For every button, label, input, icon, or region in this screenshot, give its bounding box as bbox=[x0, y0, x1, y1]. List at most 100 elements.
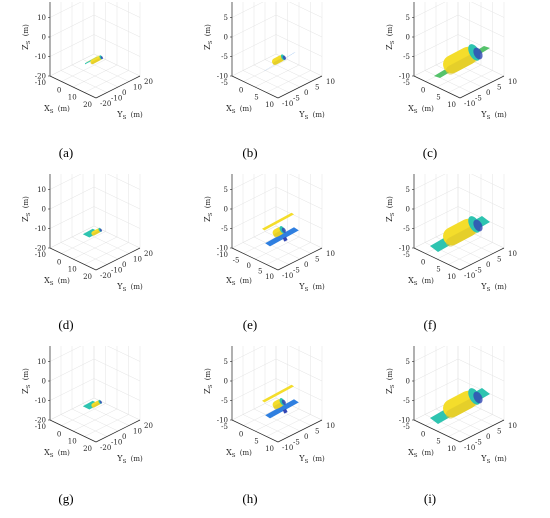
x-axis-title-sub: S bbox=[50, 109, 54, 115]
z-tick-label: -10 bbox=[35, 397, 46, 405]
spacecraft-model bbox=[82, 399, 103, 410]
model-body-nozzle bbox=[282, 55, 287, 60]
y-tick-label: 0 bbox=[486, 89, 490, 97]
y-axis-line bbox=[95, 75, 141, 99]
model-body bbox=[443, 216, 483, 247]
model-body-shade bbox=[92, 402, 101, 408]
y-axis-line bbox=[277, 247, 323, 271]
grid-line bbox=[264, 403, 312, 426]
x-axis-title-unit: (m) bbox=[56, 105, 71, 113]
spacecraft-model bbox=[430, 216, 490, 252]
x-tick-label: 10 bbox=[68, 266, 77, 274]
model-panel-upper bbox=[262, 384, 294, 403]
grid-line bbox=[82, 59, 130, 82]
spacecraft-model bbox=[262, 384, 299, 419]
x-axis-title: XS (m) bbox=[44, 276, 70, 287]
z-tick-label: 5 bbox=[406, 14, 410, 22]
panel-caption: (d) bbox=[58, 317, 74, 332]
grid-line bbox=[289, 174, 323, 190]
panel-caption: (i) bbox=[423, 491, 437, 506]
model-body bbox=[272, 226, 286, 238]
z-tick-label: 10 bbox=[401, 346, 410, 347]
z-tick-label: 20 bbox=[37, 2, 46, 3]
y-axis-title: YS (m) bbox=[298, 454, 325, 465]
grid-line bbox=[471, 346, 505, 362]
x-axis-line bbox=[231, 247, 279, 271]
z-axis-title: ZS (m) bbox=[203, 368, 214, 394]
model-panel-lower bbox=[265, 227, 299, 247]
x-tick-label: 10 bbox=[447, 445, 456, 453]
z-tick-label: 20 bbox=[37, 174, 46, 175]
y-tick-label: -10 bbox=[282, 100, 293, 108]
model-body-nozzle bbox=[473, 219, 483, 232]
z-axis-title-sub: S bbox=[26, 40, 32, 44]
z-tick-label: 0 bbox=[224, 378, 228, 386]
z-tick-label: -5 bbox=[403, 53, 410, 61]
spacecraft-model bbox=[434, 44, 490, 78]
y-tick-label: 10 bbox=[133, 256, 142, 264]
y-axis-line bbox=[95, 419, 141, 443]
grid-line bbox=[231, 397, 277, 421]
y-tick-label: 0 bbox=[122, 261, 126, 269]
z-tick-label: -10 bbox=[217, 417, 228, 425]
y-tick-label: -5 bbox=[293, 95, 300, 103]
x-axis-title-sub: S bbox=[414, 281, 418, 287]
model-body bbox=[272, 398, 286, 410]
z-tick-label: 0 bbox=[406, 206, 410, 214]
model-body-nozzle bbox=[473, 391, 483, 404]
y-axis-line bbox=[277, 75, 323, 99]
x-axis-line bbox=[413, 247, 461, 271]
z-tick-label: 0 bbox=[42, 34, 46, 42]
model-panel-lower bbox=[265, 399, 299, 419]
z-axis-title: ZS (m) bbox=[385, 368, 396, 394]
y-axis-title: YS (m) bbox=[298, 110, 325, 121]
x-tick-label: 0 bbox=[421, 258, 425, 266]
x-axis-title-sub: S bbox=[232, 453, 236, 459]
z-axis-title-sub: S bbox=[208, 384, 214, 388]
grid-line bbox=[243, 59, 288, 82]
y-tick-label: 0 bbox=[486, 261, 490, 269]
x-tick-label: 5 bbox=[258, 268, 262, 276]
y-axis-line bbox=[459, 419, 505, 443]
x-axis-title: XS (m) bbox=[226, 276, 252, 287]
x-tick-label: 5 bbox=[436, 438, 440, 446]
x-axis-title: XS (m) bbox=[408, 104, 434, 115]
z-axis-title-unit: (m) bbox=[386, 196, 394, 211]
model-body bbox=[271, 54, 287, 66]
x-tick-label: 0 bbox=[57, 86, 61, 94]
z-tick-label: -5 bbox=[403, 225, 410, 233]
grid-line bbox=[49, 174, 82, 190]
y-axis-title-unit: (m) bbox=[492, 455, 507, 463]
z-tick-label: -5 bbox=[403, 397, 410, 405]
z-tick-label: 20 bbox=[37, 346, 46, 347]
z-tick-label: 0 bbox=[224, 34, 228, 42]
spacecraft-model bbox=[85, 54, 103, 65]
z-axis-title-sub: S bbox=[26, 212, 32, 216]
x-tick-label: 0 bbox=[239, 430, 243, 438]
z-axis-title-unit: (m) bbox=[22, 196, 30, 211]
x-axis-title-unit: (m) bbox=[238, 277, 253, 285]
model-body-nozzle bbox=[281, 227, 286, 233]
z-tick-label: -10 bbox=[35, 225, 46, 233]
model-body bbox=[91, 399, 103, 408]
z-tick-label: 10 bbox=[401, 2, 410, 3]
grid-line bbox=[71, 236, 119, 260]
z-tick-label: 10 bbox=[37, 358, 46, 366]
model-body-shade bbox=[445, 53, 479, 75]
y-tick-label: 10 bbox=[508, 78, 517, 86]
z-tick-label: 0 bbox=[42, 378, 46, 386]
spacecraft-model bbox=[262, 212, 299, 247]
z-tick-label: -10 bbox=[217, 245, 228, 253]
y-axis-title-sub: S bbox=[487, 115, 491, 121]
grid-line bbox=[61, 231, 106, 254]
y-tick-label: -10 bbox=[464, 444, 475, 452]
panel-caption: (e) bbox=[242, 317, 258, 332]
y-tick-label: 0 bbox=[304, 89, 308, 97]
